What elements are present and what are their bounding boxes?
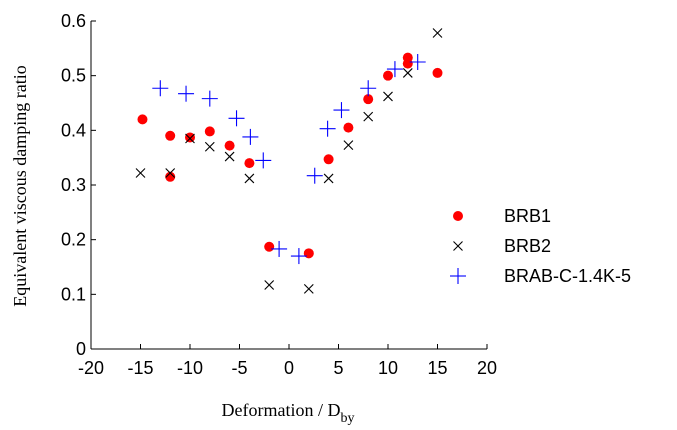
- series-brb1: [137, 52, 443, 259]
- data-point: [178, 85, 195, 102]
- data-point: [244, 173, 255, 184]
- x-marker-stroke: [432, 28, 443, 38]
- x-marker-stroke: [303, 283, 314, 294]
- legend-entry: BRB2: [453, 236, 551, 256]
- x-marker-stroke: [224, 151, 235, 162]
- x-tick-label: -5: [231, 358, 247, 378]
- x-marker-stroke: [383, 91, 393, 102]
- x-tick-label: -20: [78, 358, 104, 378]
- data-point: [360, 80, 377, 97]
- data-point: [432, 28, 443, 38]
- data-point: [290, 248, 307, 265]
- legend-marker: [453, 241, 463, 251]
- x-marker-stroke: [323, 173, 334, 184]
- x-marker-stroke: [165, 168, 176, 178]
- data-point: [137, 114, 148, 125]
- data-point: [383, 91, 393, 102]
- legend-entry: BRB1: [453, 206, 551, 226]
- data-point: [402, 68, 413, 78]
- x-marker-stroke: [244, 173, 255, 184]
- data-point: [303, 283, 314, 294]
- data-point: [343, 122, 354, 133]
- data-point: [242, 128, 259, 145]
- y-tick-label: 0.6: [61, 11, 86, 31]
- data-point: [363, 111, 374, 122]
- legend-entry: BRAB-C-1.4K-5: [450, 266, 631, 286]
- data-point: [135, 168, 146, 178]
- x-axis-label-subscript: by: [340, 411, 354, 426]
- data-point: [201, 90, 218, 107]
- legend-label: BRAB-C-1.4K-5: [504, 266, 631, 286]
- data-point: [402, 52, 413, 63]
- legend-label: BRB1: [504, 206, 551, 226]
- legend-marker: [450, 268, 466, 284]
- x-marker-stroke: [204, 141, 215, 152]
- data-point: [323, 154, 334, 165]
- x-marker-stroke: [363, 111, 374, 122]
- x-marker-stroke: [135, 168, 146, 178]
- data-point: [264, 280, 275, 290]
- x-marker-stroke: [264, 280, 275, 290]
- data-point: [363, 94, 374, 105]
- data-point: [264, 241, 275, 252]
- y-tick-label: 0.4: [61, 120, 86, 140]
- data-point: [333, 102, 350, 119]
- x-tick-label: -10: [177, 358, 203, 378]
- x-axis-label: Deformation / Dby: [222, 400, 355, 426]
- data-point: [383, 70, 393, 81]
- x-tick-label: 20: [477, 358, 497, 378]
- data-point: [409, 54, 426, 70]
- x-tick-label: 5: [333, 358, 343, 378]
- y-tick-label: 0: [76, 339, 86, 359]
- x-marker-stroke: [343, 140, 354, 150]
- data-point: [204, 126, 215, 137]
- data-point: [228, 110, 245, 127]
- data-point: [255, 152, 272, 169]
- plot-area: [135, 28, 443, 294]
- data-point: [343, 140, 354, 150]
- legend-label: BRB2: [504, 236, 551, 256]
- x-tick-label: 10: [378, 358, 398, 378]
- y-tick-label: 0.2: [61, 230, 86, 250]
- data-point: [152, 80, 169, 97]
- y-tick-label: 0.1: [61, 284, 86, 304]
- data-point: [244, 158, 255, 169]
- data-point: [432, 67, 443, 78]
- data-point: [204, 141, 215, 152]
- y-tick-label: 0.3: [61, 175, 86, 195]
- x-tick-label: 15: [427, 358, 447, 378]
- x-marker-stroke: [185, 133, 195, 144]
- data-point: [271, 240, 288, 257]
- data-point: [323, 173, 334, 184]
- data-point: [319, 120, 336, 137]
- data-point: [165, 130, 176, 141]
- data-point: [185, 133, 195, 144]
- x-marker-stroke: [402, 68, 413, 78]
- data-point: [306, 167, 323, 184]
- x-tick-label: 0: [284, 358, 294, 378]
- y-axis-label: Equivalent viscous damping ratio: [10, 65, 30, 306]
- series-brb2: [135, 28, 443, 294]
- data-point: [386, 61, 403, 78]
- data-point: [303, 248, 314, 259]
- legend: BRB1 BRB2 BRAB-C-1.4K-5: [450, 206, 631, 286]
- x-marker-stroke: [453, 241, 463, 251]
- data-point: [224, 151, 235, 162]
- x-tick-label: -15: [127, 358, 153, 378]
- data-point: [165, 171, 176, 182]
- axes: -20 -15 -10 -5 0 5 10 15 20 0 0.1 0.2 0.3 0.4 0.5 0.6: [61, 11, 497, 378]
- series-brab-c-1-4k-5: [152, 54, 426, 265]
- data-point: [165, 168, 176, 178]
- legend-marker: [453, 211, 463, 221]
- y-tick-label: 0.5: [61, 66, 86, 86]
- data-point: [185, 132, 195, 143]
- data-point: [224, 140, 235, 151]
